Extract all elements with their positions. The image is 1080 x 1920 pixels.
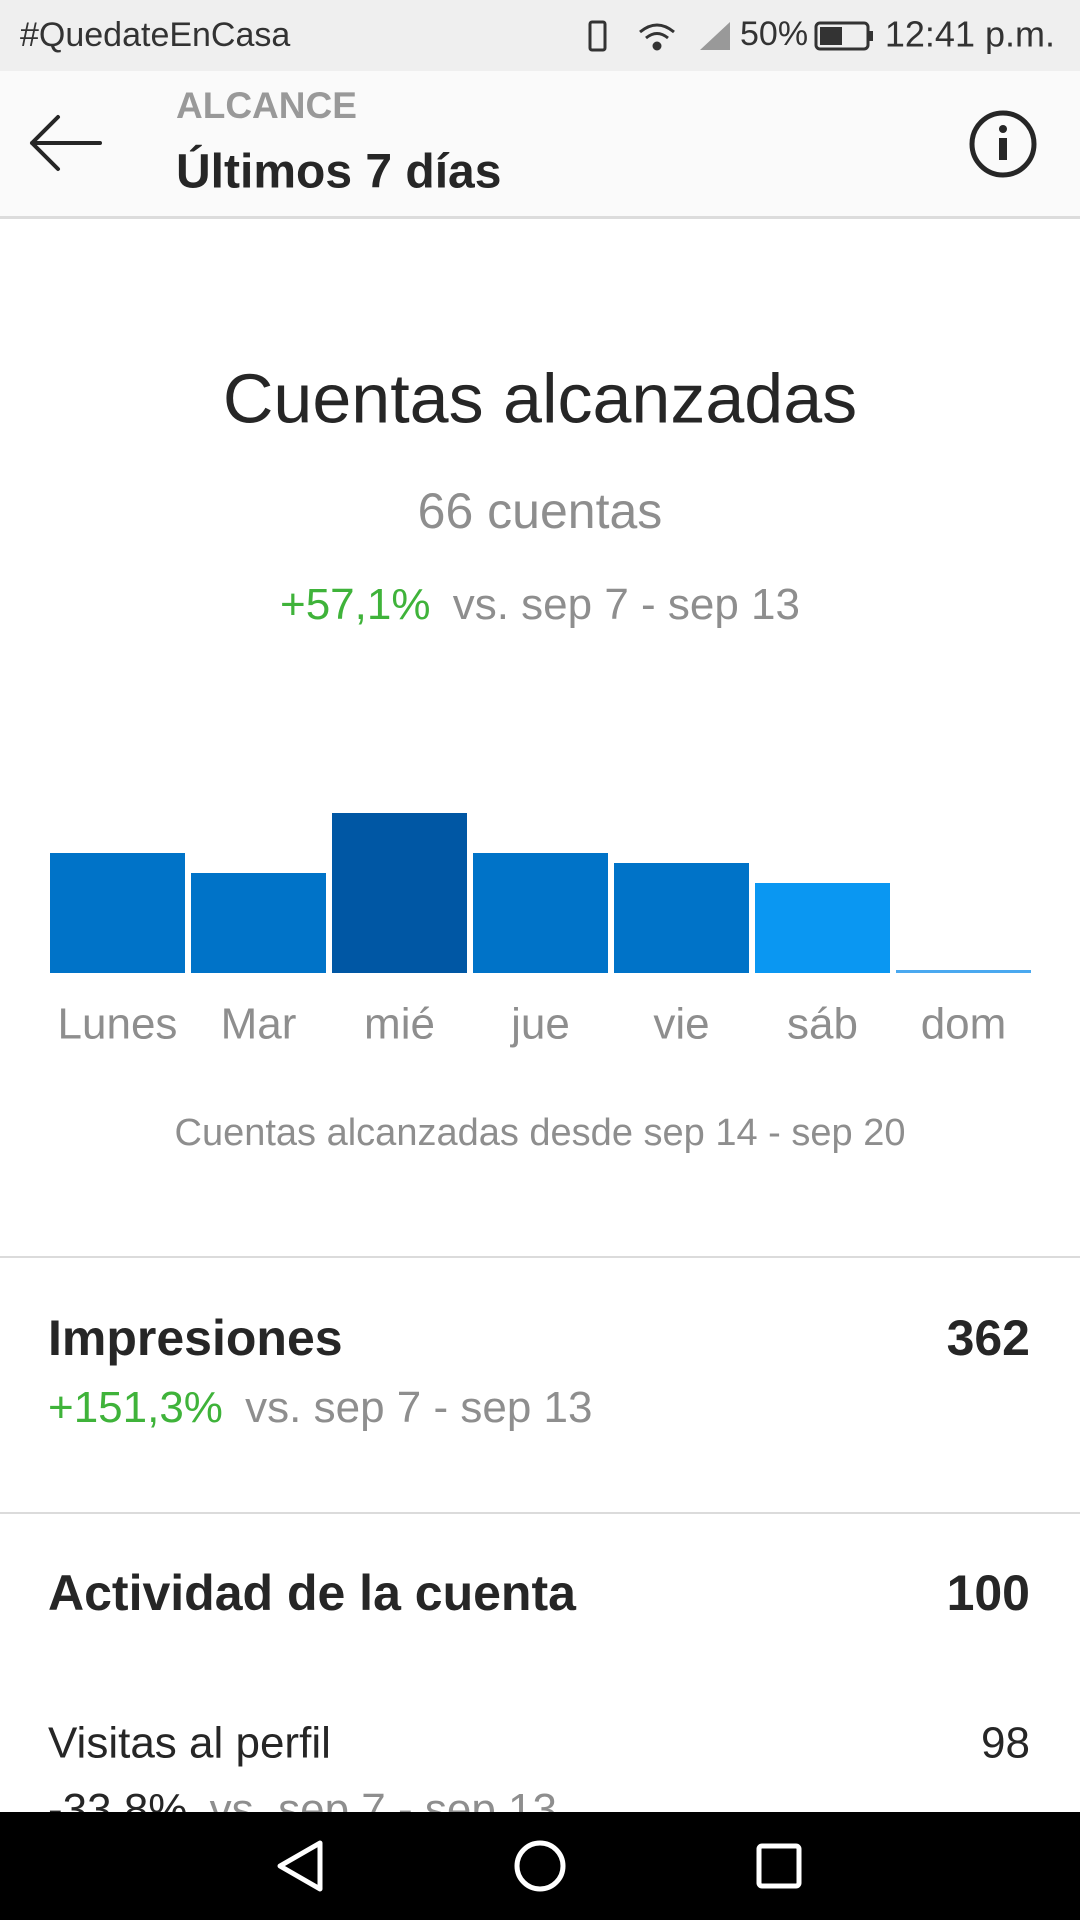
change-comparison: vs. sep 7 - sep 13 [453,580,800,629]
x-tick-label: Lunes [58,1000,178,1049]
row-label: Impresiones [48,1310,343,1366]
divider [0,1256,1080,1258]
back-button[interactable] [30,115,102,171]
bar [473,853,608,973]
x-tick-label: jue [509,1000,570,1049]
x-tick-label: sáb [787,1000,858,1049]
header [0,71,1080,218]
x-tick-label: Mar [221,1000,297,1049]
chart-subtitle: 66 cuentas [418,483,663,539]
battery-icon [814,21,873,51]
bar [896,970,1031,973]
header-section: ALCANCE [176,85,357,126]
header-shadow [0,216,1080,219]
x-tick-label: vie [653,1000,709,1049]
chart-title: Cuentas alcanzadas [223,359,857,437]
change-comparison: vs. sep 7 - sep 13 [245,1383,592,1432]
status-battery-text: 50% [740,15,808,53]
bar [755,883,890,973]
nav-home[interactable] [514,1840,566,1892]
bar-chart: Lunes Mar mié jue vie sáb dom [50,813,1031,1049]
x-tick-label: mié [364,1000,435,1049]
nav-bar [0,1812,1080,1920]
divider [0,1512,1080,1514]
chart-change: +57,1% vs. sep 7 - sep 13 [280,580,800,629]
nav-recents[interactable] [756,1843,802,1889]
row-label: Actividad de la cuenta [48,1565,577,1621]
change-value: +57,1% [280,580,430,629]
header-title: Últimos 7 días [176,144,501,199]
status-icons [588,20,730,52]
info-button[interactable] [969,110,1037,178]
x-tick-label: dom [921,1000,1007,1049]
change-value: +151,3% [48,1383,223,1432]
row-change: +151,3% vs. sep 7 - sep 13 [48,1383,592,1432]
chart-caption: Cuentas alcanzadas desde sep 14 - sep 20 [175,1112,906,1154]
status-bar [0,0,1080,71]
status-time: 12:41 p.m. [885,14,1055,55]
bar [50,853,185,973]
bar [332,813,467,973]
bar [614,863,749,973]
bar [191,873,326,973]
row-value: 100 [947,1565,1030,1621]
row-value: 98 [981,1719,1030,1768]
row-label: Visitas al perfil [48,1719,331,1768]
row-value: 362 [947,1310,1030,1366]
status-hashtag: #QuedateEnCasa [20,16,290,54]
nav-back[interactable] [277,1840,323,1892]
